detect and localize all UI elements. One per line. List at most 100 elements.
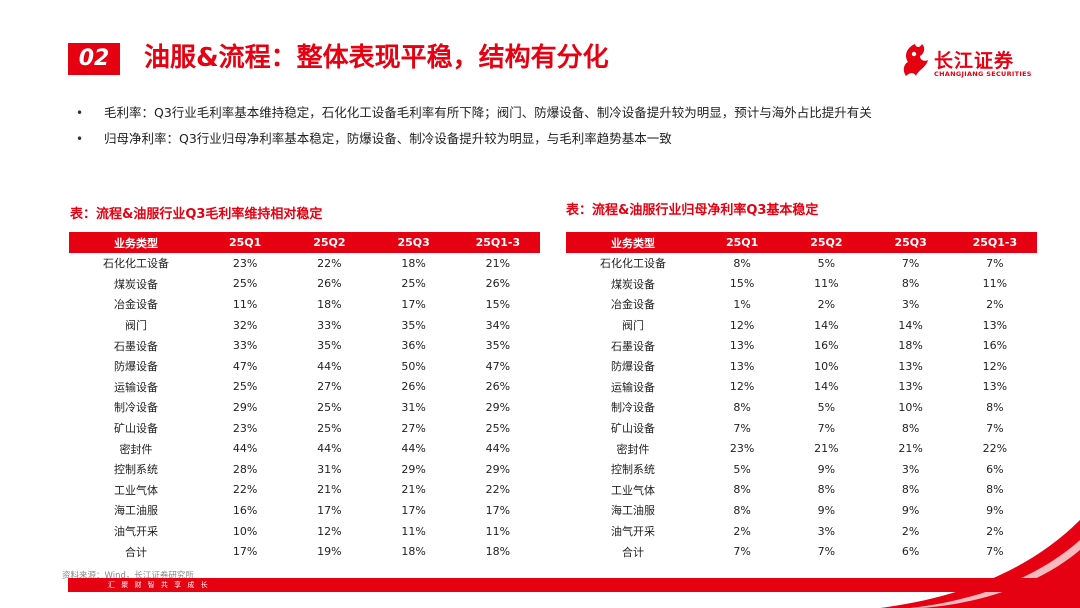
row-label-cell: 矿山设备 <box>611 422 655 436</box>
value-cell: 3% <box>817 524 836 538</box>
value-cell: 11% <box>485 524 511 538</box>
value-cell: 26% <box>485 277 511 291</box>
column-header: 25Q1-3 <box>952 232 1037 253</box>
value-cell: 10% <box>232 524 258 538</box>
row-label-cell: 密封件 <box>616 442 650 456</box>
value-cell: 21% <box>898 442 923 456</box>
row-label-cell: 矿山设备 <box>114 422 158 436</box>
table-row: 防爆设备 13% 10% 13% 12% <box>566 356 1037 377</box>
value-cell: 12% <box>317 524 342 538</box>
value-cell: 26% <box>401 380 426 394</box>
value-cell: 27% <box>401 421 426 435</box>
table-row: 矿山设备 23% 25% 27% 25% <box>69 418 540 439</box>
value-cell: 47% <box>485 359 511 373</box>
footer-bar <box>68 578 1080 592</box>
value-cell: 50% <box>401 359 426 373</box>
value-cell: 34% <box>485 318 511 332</box>
column-header: 25Q2 <box>287 232 372 253</box>
table-row: 煤炭设备 25% 26% 25% 26% <box>69 274 540 295</box>
section-number-badge: 02 <box>68 43 120 75</box>
value-cell: 15% <box>485 297 511 311</box>
row-label-cell: 煤炭设备 <box>114 277 158 291</box>
row-label-cell: 控制系统 <box>611 463 655 477</box>
row-label-cell: 工业气体 <box>611 483 655 497</box>
value-cell: 23% <box>232 421 258 435</box>
table-row: 石化化工设备 23% 22% 18% 21% <box>69 253 540 274</box>
value-cell: 13% <box>982 318 1008 332</box>
table-row: 油气开采 10% 12% 11% 11% <box>69 521 540 542</box>
table-row: 煤炭设备 15% 11% 8% 11% <box>566 274 1037 295</box>
table-row: 冶金设备 1% 2% 3% 2% <box>566 294 1037 315</box>
column-header: 25Q2 <box>784 232 869 253</box>
left-table-caption: 表：流程&油服行业Q3毛利率维持相对稳定 <box>70 207 323 222</box>
value-cell: 16% <box>814 339 839 353</box>
table-row: 密封件 44% 44% 44% 44% <box>69 438 540 459</box>
table-row: 制冷设备 8% 5% 10% 8% <box>566 397 1037 418</box>
row-label-cell: 工业气体 <box>114 483 158 497</box>
net-margin-table: 业务类型 25Q1 25Q2 25Q3 25Q1-3 石化化工设备 8% 5% 7% 7% 煤炭设… <box>566 232 1037 562</box>
table-row: 石墨设备 13% 16% 18% 16% <box>566 335 1037 356</box>
value-cell: 5% <box>817 256 836 270</box>
value-cell: 18% <box>898 339 923 353</box>
table-row: 运输设备 12% 14% 13% 13% <box>566 377 1037 398</box>
value-cell: 22% <box>317 256 342 270</box>
row-label-cell: 运输设备 <box>611 380 655 394</box>
value-cell: 21% <box>401 483 426 497</box>
column-header: 25Q1 <box>203 232 288 253</box>
value-cell: 7% <box>986 256 1004 270</box>
row-label-cell: 海工油服 <box>611 504 655 518</box>
value-cell: 35% <box>317 339 342 353</box>
gross-margin-table: 业务类型 25Q1 25Q2 25Q3 25Q1-3 石化化工设备 23% 22% 18% 21… <box>69 232 540 562</box>
value-cell: 7% <box>733 421 751 435</box>
value-cell: 11% <box>814 277 839 291</box>
value-cell: 7% <box>733 545 751 559</box>
row-label-cell: 冶金设备 <box>611 298 655 312</box>
value-cell: 8% <box>901 483 920 497</box>
table-row: 防爆设备 47% 44% 50% 47% <box>69 356 540 377</box>
value-cell: 8% <box>733 400 751 414</box>
value-cell: 8% <box>986 400 1004 414</box>
value-cell: 11% <box>982 277 1008 291</box>
row-label-cell: 石墨设备 <box>114 339 158 353</box>
value-cell: 5% <box>733 462 751 476</box>
value-cell: 44% <box>401 442 426 456</box>
table-row: 控制系统 5% 9% 3% 6% <box>566 459 1037 480</box>
table-row: 合计 17% 19% 18% 18% <box>69 541 540 562</box>
value-cell: 25% <box>232 380 258 394</box>
value-cell: 26% <box>317 277 342 291</box>
row-label-cell: 合计 <box>125 545 147 559</box>
value-cell: 12% <box>729 380 755 394</box>
value-cell: 2% <box>986 524 1004 538</box>
value-cell: 25% <box>232 277 258 291</box>
table-header-row: 业务类型 25Q1 25Q2 25Q3 25Q1-3 <box>566 232 1037 253</box>
value-cell: 2% <box>817 297 836 311</box>
value-cell: 10% <box>814 359 839 373</box>
value-cell: 8% <box>901 277 920 291</box>
table-row: 密封件 23% 21% 21% 22% <box>566 438 1037 459</box>
bullet-gross-margin: 毛利率：Q3行业毛利率基本维持稳定，石化化工设备毛利率有所下降；阀门、防爆设备、… <box>74 100 1034 126</box>
value-cell: 7% <box>817 421 836 435</box>
row-label-cell: 运输设备 <box>114 380 158 394</box>
value-cell: 13% <box>729 359 755 373</box>
value-cell: 32% <box>232 318 258 332</box>
value-cell: 16% <box>232 503 258 517</box>
value-cell: 2% <box>986 297 1004 311</box>
value-cell: 29% <box>401 462 426 476</box>
table-row: 石墨设备 33% 35% 36% 35% <box>69 335 540 356</box>
value-cell: 17% <box>401 503 426 517</box>
row-label-cell: 石化化工设备 <box>600 257 666 271</box>
table-row: 矿山设备 7% 7% 8% 7% <box>566 418 1037 439</box>
column-header: 25Q3 <box>371 232 456 253</box>
value-cell: 8% <box>733 256 751 270</box>
value-cell: 31% <box>317 462 342 476</box>
value-cell: 22% <box>485 483 511 497</box>
value-cell: 35% <box>485 339 511 353</box>
row-label-cell: 阀门 <box>622 319 644 333</box>
value-cell: 27% <box>317 380 342 394</box>
value-cell: 16% <box>982 339 1008 353</box>
value-cell: 10% <box>898 400 923 414</box>
table-row: 工业气体 8% 8% 8% 8% <box>566 480 1037 501</box>
value-cell: 11% <box>401 524 426 538</box>
value-cell: 2% <box>733 524 751 538</box>
row-label-cell: 冶金设备 <box>114 298 158 312</box>
